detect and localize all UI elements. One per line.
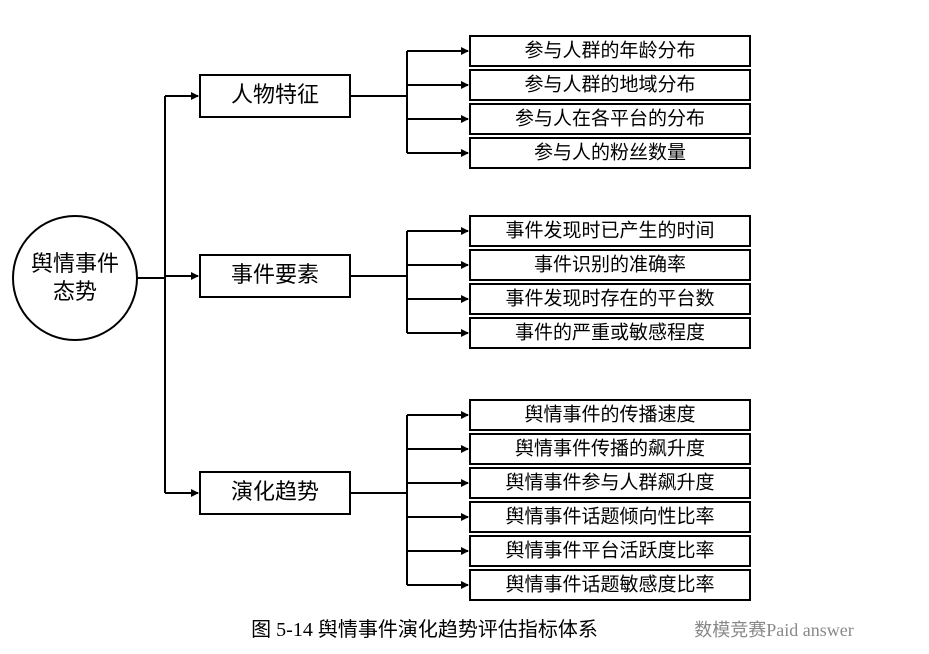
leaf-label: 参与人的粉丝数量 xyxy=(534,141,686,163)
leaf-node: 参与人群的地域分布 xyxy=(470,70,750,100)
category-label: 演化趋势 xyxy=(231,479,319,504)
leaf-node: 舆情事件平台活跃度比率 xyxy=(470,536,750,566)
leaf-label: 事件的严重或敏感程度 xyxy=(515,321,705,343)
leaf-label: 舆情事件平台活跃度比率 xyxy=(505,539,714,561)
category-node: 演化趋势 xyxy=(200,472,350,514)
leaf-node: 事件识别的准确率 xyxy=(470,250,750,280)
leaf-label: 参与人在各平台的分布 xyxy=(515,107,705,129)
root-label-1: 舆情事件 xyxy=(31,251,119,276)
category-node: 事件要素 xyxy=(200,255,350,297)
leaf-label: 参与人群的地域分布 xyxy=(524,73,695,95)
leaf-node: 事件发现时存在的平台数 xyxy=(470,284,750,314)
leaf-node: 舆情事件传播的飙升度 xyxy=(470,434,750,464)
leaf-label: 舆情事件的传播速度 xyxy=(524,403,695,425)
watermark: 数模竞赛Paid answer xyxy=(694,620,853,640)
leaf-label: 舆情事件话题倾向性比率 xyxy=(505,505,714,527)
leaf-node: 舆情事件话题敏感度比率 xyxy=(470,570,750,600)
leaf-label: 事件识别的准确率 xyxy=(534,253,686,275)
leaf-node: 参与人群的年龄分布 xyxy=(470,36,750,66)
category-label: 人物特征 xyxy=(231,82,319,107)
leaf-label: 参与人群的年龄分布 xyxy=(524,39,695,61)
figure-caption: 图 5-14 舆情事件演化趋势评估指标体系 xyxy=(251,618,598,641)
leaf-node: 舆情事件的传播速度 xyxy=(470,400,750,430)
leaf-node: 参与人的粉丝数量 xyxy=(470,138,750,168)
leaf-label: 事件发现时已产生的时间 xyxy=(505,219,714,241)
leaf-node: 舆情事件参与人群飙升度 xyxy=(470,468,750,498)
leaf-label: 舆情事件传播的飙升度 xyxy=(515,437,705,459)
leaf-node: 舆情事件话题倾向性比率 xyxy=(470,502,750,532)
leaf-label: 舆情事件参与人群飙升度 xyxy=(505,471,714,493)
category-label: 事件要素 xyxy=(231,262,319,287)
leaf-node: 参与人在各平台的分布 xyxy=(470,104,750,134)
category-node: 人物特征 xyxy=(200,75,350,117)
root-node: 舆情事件态势 xyxy=(13,216,137,340)
leaf-label: 事件发现时存在的平台数 xyxy=(505,287,714,309)
leaf-node: 事件的严重或敏感程度 xyxy=(470,318,750,348)
root-label-2: 态势 xyxy=(53,279,97,304)
leaf-label: 舆情事件话题敏感度比率 xyxy=(505,573,714,595)
leaf-node: 事件发现时已产生的时间 xyxy=(470,216,750,246)
